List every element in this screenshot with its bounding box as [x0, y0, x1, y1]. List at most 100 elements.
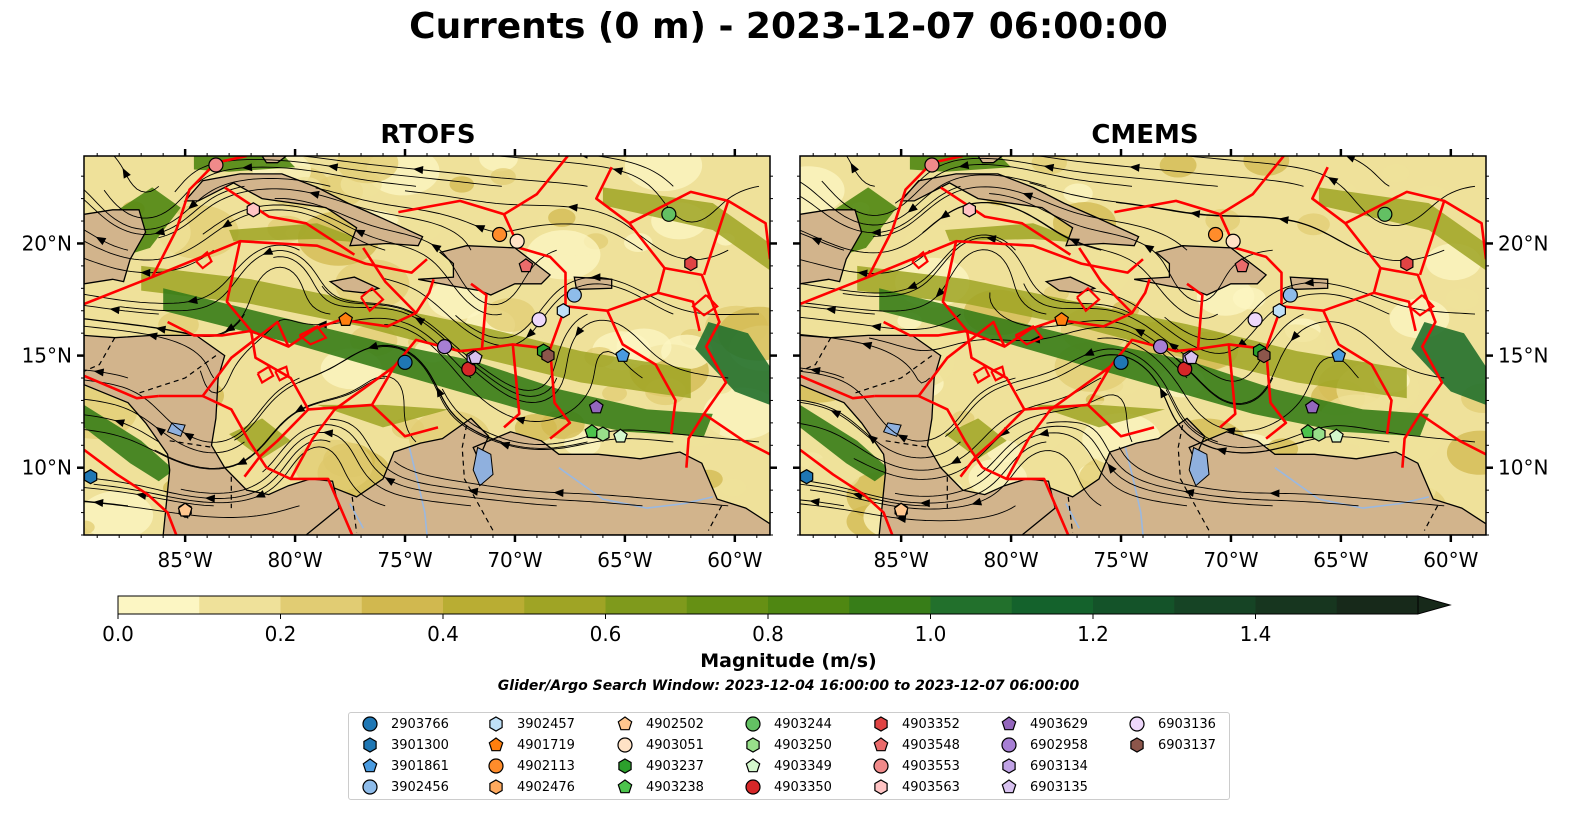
current-band-medium	[1318, 187, 1486, 271]
magnitude-patch	[526, 230, 601, 280]
streamline-arrow	[985, 235, 997, 244]
colorbar-tick-label: 0.0	[102, 622, 134, 646]
magnitude-patch	[624, 156, 703, 192]
land-polygon	[294, 417, 770, 535]
river-line	[408, 447, 428, 535]
magnitude-patch	[1232, 287, 1266, 310]
magnitude-patch	[703, 387, 770, 440]
land-polygon	[84, 334, 340, 535]
legend-item: 4903238	[614, 777, 704, 797]
streamlines	[84, 156, 760, 519]
legend-label: 4902502	[646, 716, 704, 732]
legend-marker	[1130, 737, 1144, 753]
platform-marker	[1304, 399, 1320, 414]
legend-item: 4903629	[998, 714, 1088, 734]
platform-marker	[1257, 347, 1271, 364]
streamline-arrow	[109, 306, 120, 315]
magnitude-patch	[623, 232, 653, 252]
streamline-arrow	[1327, 177, 1339, 186]
country-border	[800, 337, 832, 372]
eez-loop	[298, 325, 328, 346]
current-band-medium	[857, 265, 1407, 399]
streamline	[593, 156, 674, 187]
land-polygon	[977, 156, 1004, 164]
legend-label: 4903237	[646, 758, 704, 774]
magnitude-patch	[1297, 213, 1330, 236]
eez-line	[289, 365, 395, 480]
legend-item: 4902476	[485, 777, 575, 797]
platform-marker	[1207, 226, 1224, 243]
eez-line	[225, 240, 435, 348]
eez-line	[1401, 413, 1422, 468]
legend-label: 4903250	[774, 737, 832, 753]
platform-marker	[684, 255, 698, 272]
platform-marker	[246, 202, 260, 218]
streamline-arrow	[467, 487, 479, 496]
streamline-arrow	[322, 429, 334, 438]
lon-tick-label: 85°W	[874, 548, 929, 572]
colorbar-bin	[768, 596, 850, 614]
eez-loop	[274, 365, 290, 382]
lon-tick-label: 60°W	[1423, 548, 1478, 572]
colorbar-bin	[930, 596, 1013, 614]
platform-marker	[800, 469, 814, 485]
eez-loop	[911, 250, 929, 270]
magnitude-patch	[1063, 183, 1093, 204]
eez-loop	[360, 286, 385, 313]
magnitude-patch	[800, 166, 845, 215]
streamline-arrow	[857, 269, 868, 278]
land-polygon	[84, 209, 147, 285]
platform-marker	[436, 339, 453, 355]
streamline-arrow	[1168, 342, 1179, 352]
legend-item: 6903137	[1126, 735, 1216, 755]
legend-label: 6903137	[1158, 737, 1216, 753]
magnitude-patch	[1382, 164, 1410, 183]
streamline-arrow	[870, 228, 881, 237]
streamline-arrow	[1038, 428, 1050, 437]
platform-marker	[1312, 426, 1326, 442]
streamline-arrow	[919, 499, 930, 508]
streamline-arrow	[895, 515, 907, 524]
legend-item: 4903349	[742, 756, 832, 776]
streamline-arrow	[906, 281, 918, 289]
eez-line	[1005, 365, 1111, 480]
legend-marker	[363, 737, 377, 753]
eez-line	[371, 403, 439, 438]
streamline-arrow	[971, 497, 983, 506]
legend-marker-icon	[873, 737, 889, 752]
streamline-arrow	[810, 366, 821, 375]
streamline-arrow	[224, 323, 236, 332]
colorbar-bin	[849, 596, 931, 614]
legend-marker-icon	[1001, 737, 1017, 753]
eez-line	[1373, 291, 1417, 332]
river-line	[349, 503, 364, 529]
legend-item: 4903250	[742, 735, 832, 755]
legend-item: 4903563	[870, 777, 960, 797]
magnitude-patch	[484, 298, 536, 332]
legend-label: 6903136	[1158, 716, 1216, 732]
streamline-arrow	[154, 227, 166, 236]
eez-loop	[1076, 286, 1101, 313]
current-band-strong	[163, 288, 713, 437]
platform-marker	[588, 399, 604, 414]
legend-item: 6903135	[998, 777, 1088, 797]
streamline-arrow	[499, 441, 511, 450]
eez-line	[158, 320, 290, 398]
streamline-arrow	[183, 432, 195, 442]
panel-title-cmems: CMEMS	[1091, 120, 1199, 150]
legend-label: 4903051	[646, 737, 704, 753]
colorbar-bin	[118, 596, 200, 614]
legend-marker-icon	[745, 716, 761, 732]
streamline-arrow	[187, 296, 198, 304]
magnitude-patch	[335, 259, 410, 309]
legend-label: 4903350	[774, 779, 832, 795]
colorbar-tick-label: 1.0	[915, 622, 947, 646]
current-band-medium	[229, 223, 372, 244]
platform-marker	[566, 287, 582, 303]
eez-line	[606, 310, 677, 435]
colorbar-bin	[280, 596, 363, 614]
platform-marker	[1300, 424, 1316, 439]
streamline-arrow	[999, 426, 1010, 437]
streamline-arrow	[122, 167, 131, 179]
